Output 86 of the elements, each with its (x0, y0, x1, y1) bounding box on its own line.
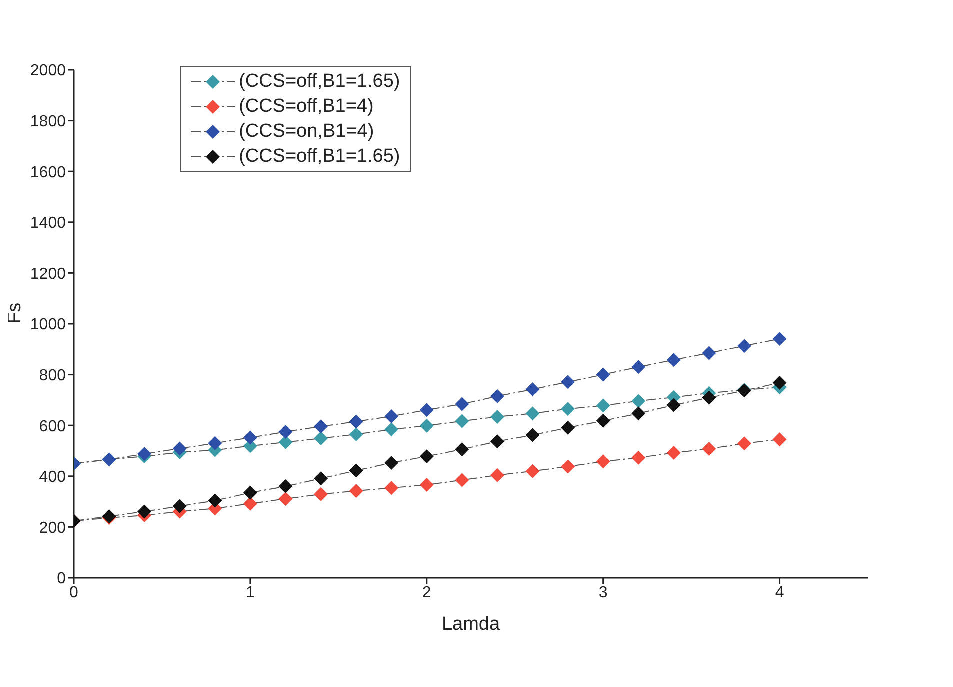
point (384, 409, 399, 424)
point (420, 403, 434, 418)
point (420, 478, 434, 492)
point (632, 450, 646, 465)
point (526, 406, 540, 421)
point (349, 427, 364, 442)
point (490, 410, 504, 424)
point (243, 496, 258, 511)
point (172, 442, 187, 456)
point (526, 464, 540, 478)
point (666, 446, 681, 460)
x-tick-label: 4 (775, 584, 784, 602)
point (632, 360, 646, 374)
point (772, 376, 787, 390)
point (384, 456, 399, 470)
point (384, 481, 399, 496)
y-tick-label: 1600 (30, 164, 66, 182)
x-tick-label: 2 (422, 584, 432, 602)
point (243, 430, 258, 445)
y-tick-label: 600 (39, 418, 66, 436)
point (490, 389, 504, 404)
y-tick-label: 400 (39, 469, 66, 486)
point (490, 468, 504, 482)
point (208, 494, 222, 508)
legend-label: (CCS=off,B1=1.65) (239, 70, 400, 94)
point (737, 436, 752, 451)
point (632, 394, 646, 408)
point (526, 428, 540, 442)
y-tick-label: 2000 (30, 62, 66, 80)
point (666, 353, 681, 368)
point (596, 398, 610, 413)
point (561, 420, 576, 435)
point (772, 432, 787, 447)
y-tick-label: 1200 (30, 266, 66, 283)
point (561, 375, 576, 390)
point (420, 450, 434, 464)
point (561, 460, 576, 474)
point (208, 436, 222, 450)
point (455, 397, 470, 412)
y-tick-label: 1000 (30, 316, 66, 334)
point (278, 435, 293, 450)
legend-label: (CCS=on,B1=4) (239, 120, 374, 144)
point (138, 447, 152, 462)
legend-label: (CCS=off,B1=1.65) (239, 145, 400, 169)
point (561, 402, 576, 416)
point (420, 418, 434, 433)
point (490, 434, 504, 449)
legend-label: (CCS=off,B1=4) (239, 95, 374, 119)
point (632, 406, 646, 421)
point (278, 480, 293, 494)
x-axis-title: Lamda (442, 614, 500, 635)
point (349, 484, 364, 498)
point (666, 398, 681, 412)
y-tick-label: 0 (57, 570, 66, 588)
point (455, 414, 470, 428)
point (596, 414, 610, 428)
point (349, 414, 364, 429)
point (314, 487, 328, 502)
point (314, 472, 328, 486)
x-tick-label: 0 (70, 584, 79, 602)
y-tick-label: 200 (39, 520, 66, 537)
point (172, 499, 187, 514)
y-tick-label: 1400 (30, 215, 66, 232)
point (596, 454, 610, 469)
point (138, 504, 152, 519)
y-tick-label: 800 (39, 367, 66, 384)
point (702, 390, 716, 405)
point (349, 464, 364, 478)
point (526, 382, 540, 397)
point (314, 432, 328, 446)
point (455, 473, 470, 488)
x-tick-label: 3 (598, 584, 608, 602)
point (737, 339, 752, 354)
point (702, 442, 716, 456)
point (384, 422, 399, 437)
point (702, 346, 716, 360)
point (278, 424, 293, 439)
point (455, 442, 470, 456)
point (596, 368, 610, 382)
y-tick-label: 1800 (30, 113, 66, 130)
point (772, 332, 787, 346)
point (314, 420, 328, 434)
point (243, 486, 258, 500)
y-axis-title: Fs (4, 302, 26, 324)
x-tick-label: 1 (246, 584, 255, 602)
point (278, 492, 293, 506)
